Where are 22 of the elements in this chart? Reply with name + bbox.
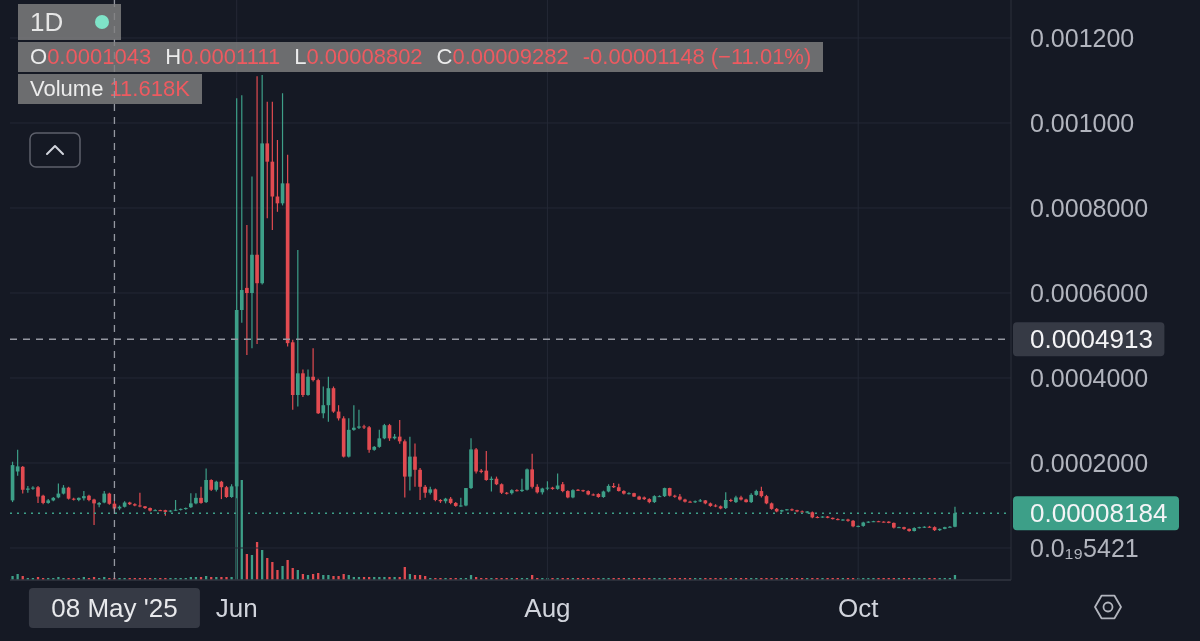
chart-title: 1D bbox=[30, 6, 64, 38]
annotation: H0.0001111 bbox=[165, 44, 281, 69]
y-tick-label: 0.0002000 bbox=[1030, 449, 1149, 477]
annotation: -0.00001148 (−11.01%) bbox=[582, 44, 812, 69]
y-tick-label: 0.0008000 bbox=[1030, 194, 1149, 222]
header-panel: Volume 11.618K bbox=[18, 74, 202, 104]
ref-line-label: 08 May '25 bbox=[51, 593, 178, 623]
y-tick-label: 0.001000 bbox=[1030, 109, 1135, 137]
y-tick-label: 0.0₁₉5421 bbox=[1030, 534, 1139, 562]
ref-line-label: 0.00008184 bbox=[1030, 498, 1168, 529]
x-tick-label: Aug bbox=[524, 593, 571, 623]
annotation: C0.00009282 bbox=[436, 44, 569, 69]
annotation: L0.00008802 bbox=[294, 44, 423, 69]
annotation: Volume 11.618K bbox=[30, 76, 190, 101]
y-tick-label: 0.0006000 bbox=[1030, 279, 1149, 307]
y-tick-label: 0.0004000 bbox=[1030, 364, 1149, 392]
y-tick-label: 0.001200 bbox=[1030, 24, 1135, 52]
header-panel: 1D bbox=[18, 4, 122, 40]
annotation: O0.0001043 bbox=[30, 44, 152, 69]
ref-line-label: 0.0004913 bbox=[1030, 324, 1153, 355]
x-tick-label: Jun bbox=[215, 593, 258, 623]
x-tick-label: Oct bbox=[837, 593, 880, 623]
